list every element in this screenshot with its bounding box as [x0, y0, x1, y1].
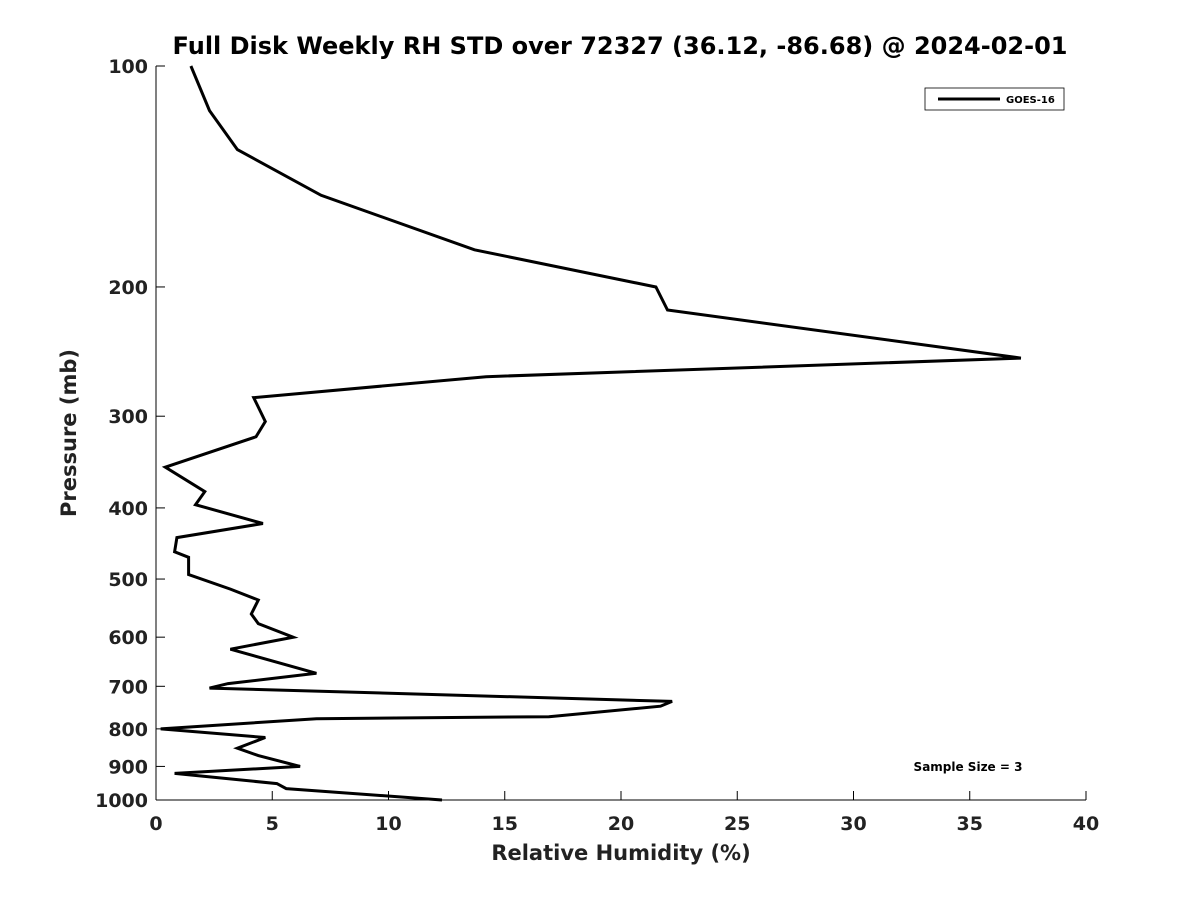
- y-axis-label: Pressure (mb): [57, 349, 81, 517]
- x-tick-label-35: 35: [957, 813, 983, 835]
- x-tick-label-15: 15: [492, 813, 518, 835]
- series-layer: [160, 65, 1022, 802]
- chart-title: Full Disk Weekly RH STD over 72327 (36.1…: [173, 32, 1068, 60]
- y-tick-label-400: 400: [108, 498, 148, 520]
- x-tick-label-10: 10: [375, 813, 401, 835]
- y-tick-label-1000: 1000: [95, 790, 148, 812]
- legend-entry-goes-16: GOES-16: [1006, 95, 1055, 106]
- x-tick-label-25: 25: [724, 813, 750, 835]
- y-tick-label-500: 500: [108, 569, 148, 591]
- x-ticks: 0 5 10 15 20 25 30 35 40: [149, 791, 1099, 835]
- y-tick-label-200: 200: [108, 277, 148, 299]
- sample-size-annotation: Sample Size = 3: [914, 760, 1023, 774]
- x-tick-label-0: 0: [149, 813, 162, 835]
- y-tick-label-900: 900: [108, 756, 148, 778]
- x-tick-label-20: 20: [608, 813, 634, 835]
- y-tick-label-700: 700: [108, 676, 148, 698]
- y-tick-label-800: 800: [108, 719, 148, 741]
- legend: GOES-16: [924, 87, 1065, 111]
- x-tick-label-5: 5: [266, 813, 279, 835]
- y-tick-label-300: 300: [108, 406, 148, 428]
- series-line-goes-16: [160, 65, 1022, 802]
- x-tick-label-30: 30: [840, 813, 866, 835]
- y-ticks: 100 200 300 400 500 600 700 800 900 1000: [95, 56, 165, 812]
- y-tick-label-600: 600: [108, 627, 148, 649]
- x-axis-label: Relative Humidity (%): [491, 841, 750, 865]
- x-tick-label-40: 40: [1073, 813, 1099, 835]
- y-tick-label-100: 100: [108, 56, 148, 78]
